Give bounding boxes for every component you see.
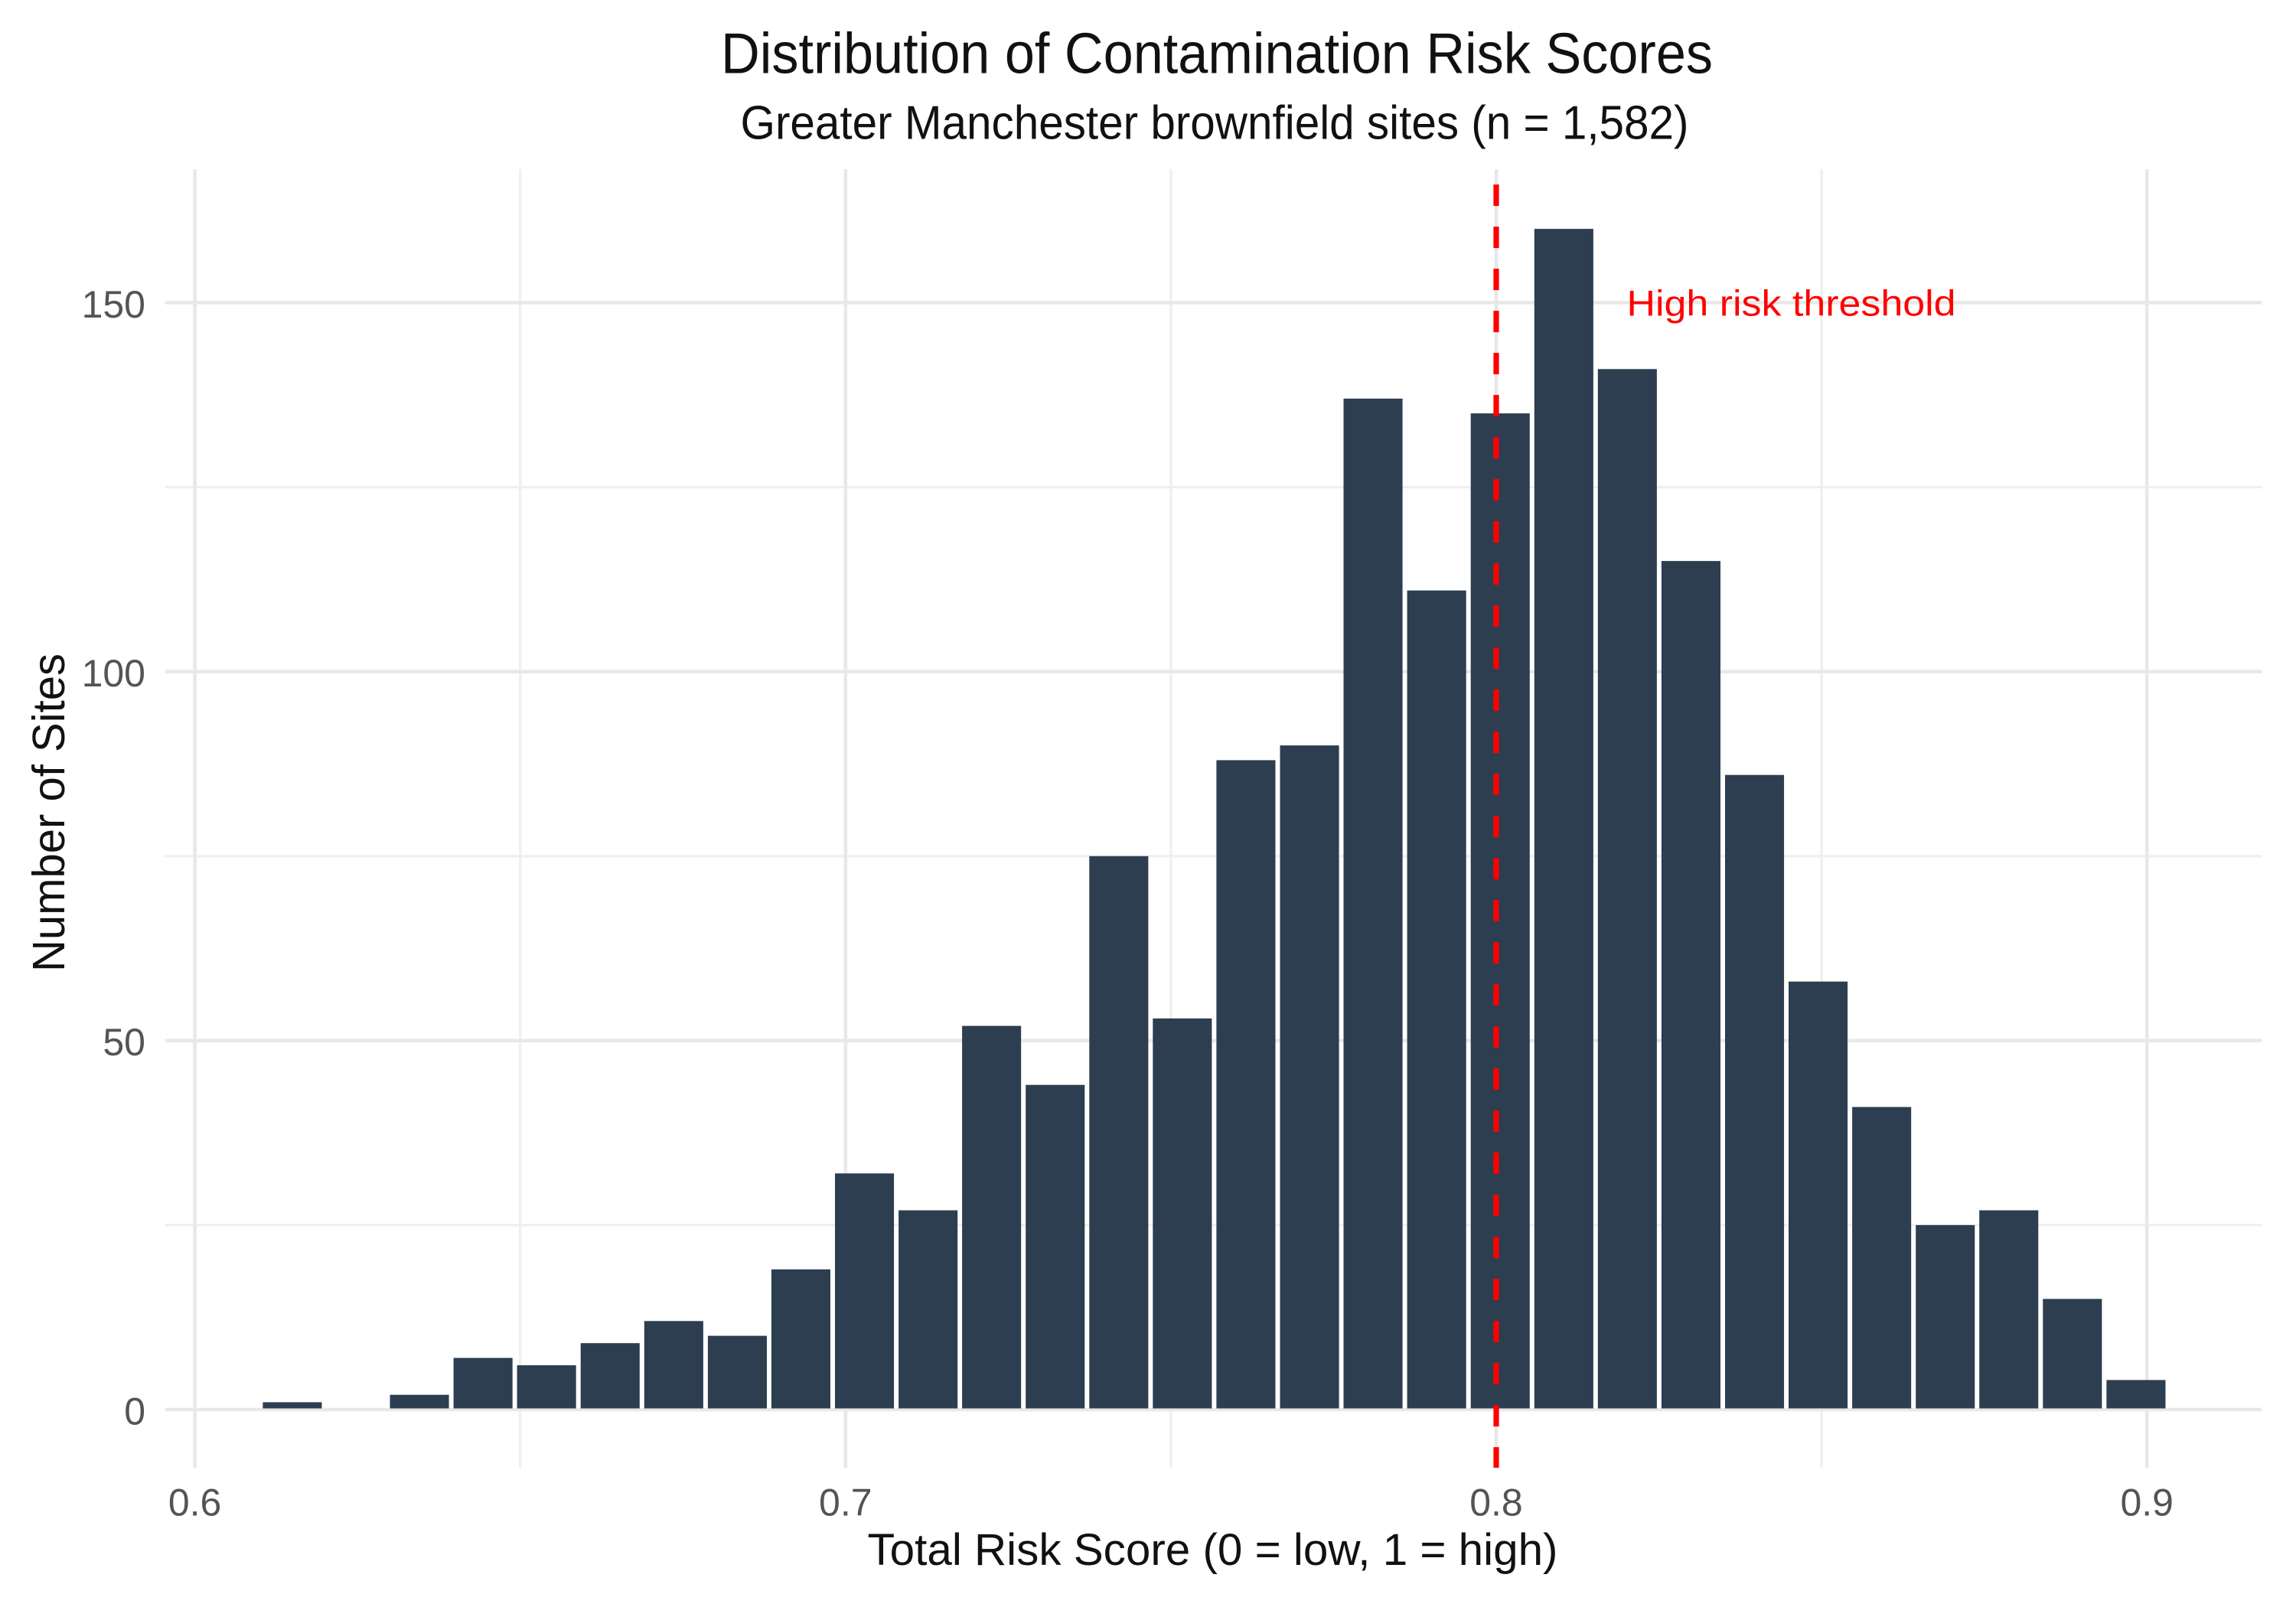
svg-text:Distribution of Contamination: Distribution of Contamination Risk Score…	[721, 21, 1713, 85]
svg-text:0: 0	[124, 1390, 145, 1433]
svg-text:High risk threshold: High risk threshold	[1627, 284, 1956, 324]
svg-text:150: 150	[82, 283, 145, 326]
svg-text:100: 100	[82, 652, 145, 695]
svg-text:Number of Sites: Number of Sites	[24, 654, 74, 972]
svg-text:0.9: 0.9	[2120, 1482, 2174, 1524]
svg-text:0.8: 0.8	[1469, 1482, 1523, 1524]
svg-text:Greater Manchester brownfield: Greater Manchester brownfield sites (n =…	[741, 97, 1689, 150]
svg-text:0.6: 0.6	[168, 1482, 222, 1524]
svg-text:0.7: 0.7	[819, 1482, 872, 1524]
svg-text:50: 50	[103, 1021, 145, 1064]
svg-text:Total Risk Score (0 = low, 1 =: Total Risk Score (0 = low, 1 = high)	[868, 1525, 1558, 1575]
